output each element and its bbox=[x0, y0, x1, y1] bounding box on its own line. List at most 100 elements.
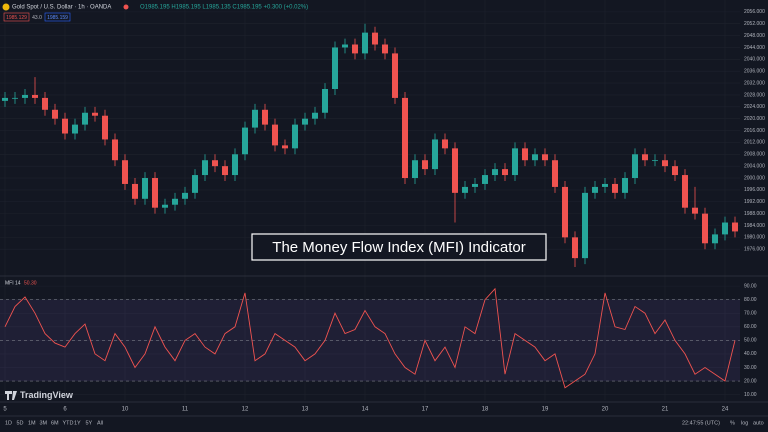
annotation: The Money Flow Index (MFI) Indicator bbox=[272, 239, 525, 256]
candle-body bbox=[592, 186, 598, 193]
candle-body bbox=[662, 160, 668, 167]
y-tick-label: 80.00 bbox=[744, 297, 757, 303]
range-button[interactable]: 1D bbox=[5, 420, 12, 426]
candle-body bbox=[732, 222, 738, 232]
candle-body bbox=[22, 94, 28, 98]
candle-body bbox=[412, 160, 418, 179]
candle-body bbox=[482, 175, 488, 184]
range-button[interactable]: 1M bbox=[28, 420, 36, 426]
y-tick-label: 1996.000 bbox=[744, 187, 765, 193]
mfi-pane: 10.00 20.00 30.00 40.00 50.00 60.00 70.00 80.00… bbox=[0, 283, 757, 398]
y-tick-label: 2004.000 bbox=[744, 163, 765, 169]
range-button[interactable]: All bbox=[97, 420, 103, 426]
sell-button[interactable] bbox=[3, 12, 30, 22]
y-tick-label: 20.00 bbox=[744, 378, 757, 384]
range-button[interactable]: 6M bbox=[51, 420, 59, 426]
candle-body bbox=[322, 89, 328, 113]
candle-body bbox=[62, 118, 68, 134]
y-tick-label: 2000.000 bbox=[744, 175, 765, 181]
mfi-title: MFI 14 bbox=[5, 280, 21, 286]
y-tick-label: 90.00 bbox=[744, 283, 757, 289]
candle-body bbox=[42, 97, 48, 110]
candle-body bbox=[302, 118, 308, 125]
mfi-value: 50.30 bbox=[24, 280, 37, 286]
logo-mark bbox=[5, 391, 17, 400]
candle-body bbox=[572, 237, 578, 259]
candle-body bbox=[32, 94, 38, 98]
x-tick-label: 20 bbox=[602, 407, 609, 413]
candle-body bbox=[452, 148, 458, 193]
x-tick-label: 14 bbox=[362, 407, 369, 413]
candle-body bbox=[632, 154, 638, 179]
range-button[interactable]: 3M bbox=[40, 420, 48, 426]
range-button[interactable]: 5Y bbox=[86, 420, 93, 426]
ohlc: O1985.195 H1985.195 L1985.135 C1985.195 … bbox=[140, 5, 308, 11]
x-tick-label: 5 bbox=[3, 407, 7, 413]
candle-body bbox=[492, 169, 498, 176]
candle-body bbox=[542, 154, 548, 161]
candle-body bbox=[622, 178, 628, 193]
log-toggle[interactable]: log bbox=[741, 420, 748, 426]
candle-body bbox=[272, 124, 278, 146]
y-tick-label: 2008.000 bbox=[744, 152, 765, 158]
y-tick-label: 1984.000 bbox=[744, 223, 765, 229]
y-tick-label: 2044.000 bbox=[744, 45, 765, 51]
candle-body bbox=[652, 160, 658, 162]
candle-body bbox=[182, 192, 188, 199]
buy-price[interactable]: 1985.159 bbox=[47, 15, 68, 21]
candle-body bbox=[392, 53, 398, 98]
candle-body bbox=[402, 97, 408, 179]
candle-body bbox=[382, 44, 388, 54]
candle-body bbox=[672, 166, 678, 176]
candle-body bbox=[722, 222, 728, 235]
candle-body bbox=[172, 198, 178, 205]
candle-body bbox=[232, 154, 238, 176]
percent-toggle[interactable]: % bbox=[730, 420, 735, 426]
candle-body bbox=[532, 154, 538, 161]
candle-body bbox=[12, 97, 18, 99]
y-tick-label: 1992.000 bbox=[744, 199, 765, 205]
range-button[interactable]: 5D bbox=[17, 420, 24, 426]
x-tick-label: 12 bbox=[242, 407, 249, 413]
candle-body bbox=[502, 169, 508, 176]
y-tick-label: 2024.000 bbox=[744, 104, 765, 110]
candle-body bbox=[552, 160, 558, 187]
x-tick-label: 6 bbox=[63, 407, 67, 413]
candle-body bbox=[102, 115, 108, 140]
candle-body bbox=[192, 175, 198, 193]
candle-body bbox=[342, 44, 348, 48]
range-button[interactable]: 1Y bbox=[74, 420, 81, 426]
x-tick-label: 18 bbox=[482, 407, 489, 413]
candle-body bbox=[152, 178, 158, 208]
candle-body bbox=[142, 178, 148, 199]
y-tick-label: 1976.000 bbox=[744, 247, 765, 253]
candle-body bbox=[692, 207, 698, 214]
y-tick-label: 1988.000 bbox=[744, 211, 765, 217]
symbol-icon bbox=[2, 3, 10, 11]
candle-body bbox=[252, 109, 258, 128]
candle-body bbox=[312, 112, 318, 119]
spread: 43.0 bbox=[32, 15, 42, 21]
candle-body bbox=[92, 112, 98, 116]
y-tick-label: 2056.000 bbox=[744, 9, 765, 15]
candle-body bbox=[82, 112, 88, 125]
symbol[interactable]: Gold Spot / U.S. Dollar · 1h · OANDA bbox=[12, 5, 111, 11]
candle-body bbox=[2, 97, 8, 101]
mfi-line bbox=[4, 287, 736, 389]
candle-body bbox=[162, 204, 168, 208]
auto-toggle[interactable]: auto bbox=[753, 420, 764, 426]
buy-button[interactable] bbox=[44, 12, 71, 22]
candle-body bbox=[462, 186, 468, 193]
y-tick-label: 2032.000 bbox=[744, 80, 765, 86]
logo[interactable]: TradingView bbox=[20, 390, 74, 400]
candle-body bbox=[432, 139, 438, 170]
candle-body bbox=[582, 192, 588, 259]
candle-body bbox=[712, 234, 718, 244]
candle-body bbox=[372, 32, 378, 45]
candle-body bbox=[332, 47, 338, 90]
y-tick-label: 2012.000 bbox=[744, 140, 765, 146]
range-button[interactable]: YTD bbox=[63, 420, 74, 426]
candle-body bbox=[362, 32, 368, 54]
candle-body bbox=[132, 183, 138, 199]
sell-price[interactable]: 1985.129 bbox=[6, 15, 27, 21]
